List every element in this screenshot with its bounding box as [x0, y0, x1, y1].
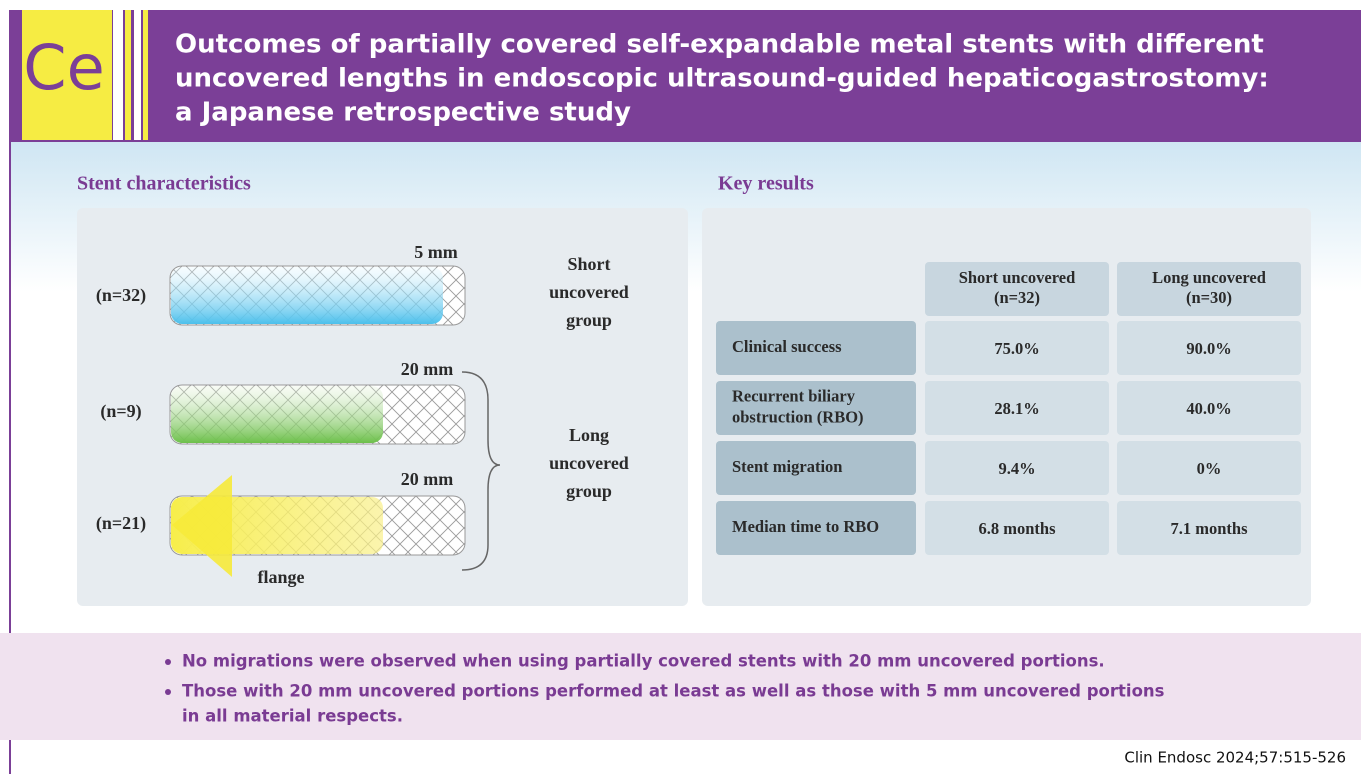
logo-stripe: [134, 10, 141, 140]
row-label: Clinical success: [732, 337, 842, 356]
group-label: uncovered: [549, 453, 629, 473]
group-label: Short: [567, 254, 610, 274]
stent-cover: [171, 267, 443, 324]
value: 75.0%: [994, 339, 1039, 358]
length-label: 20 mm: [401, 359, 454, 379]
row-label: Recurrent biliary: [732, 386, 856, 405]
value: 90.0%: [1186, 339, 1231, 358]
page: {"header": {"logo": "Ce", "title_lines":…: [0, 0, 1361, 774]
logo-stripe: [143, 10, 148, 140]
column-n: (n=30): [1186, 288, 1232, 307]
column-n: (n=32): [994, 288, 1040, 307]
group-label: Long: [569, 425, 609, 445]
value: 28.1%: [994, 399, 1039, 418]
stent-cover: [171, 386, 383, 443]
section-title: Stent characteristics: [77, 173, 251, 195]
group-label: group: [566, 310, 612, 330]
logo: Ce: [23, 31, 104, 104]
flange-label: flange: [258, 567, 305, 587]
logo-stripe: [113, 10, 123, 140]
n-label: (n=21): [96, 513, 146, 534]
title-line: Outcomes of partially covered self-expan…: [175, 30, 1264, 60]
value: 6.8 months: [978, 519, 1056, 538]
value: 0%: [1197, 459, 1222, 478]
group-label: uncovered: [549, 282, 629, 302]
bullet-text: No migrations were observed when using p…: [182, 652, 1105, 671]
abstract: Ce Outcomes of partially covered self-ex…: [0, 0, 1361, 774]
bullet-text: in all material respects.: [182, 707, 403, 726]
length-label: 5 mm: [414, 242, 458, 262]
n-label: (n=9): [100, 401, 141, 422]
section-title: Key results: [718, 173, 814, 195]
title-line: uncovered lengths in endoscopic ultrasou…: [175, 64, 1269, 94]
value: 40.0%: [1186, 399, 1231, 418]
length-label: 20 mm: [401, 469, 454, 489]
column-name: Long uncovered: [1152, 268, 1266, 287]
row-label: Median time to RBO: [732, 517, 879, 536]
citation: Clin Endosc 2024;57:515-526: [1124, 749, 1346, 767]
bullet-text: Those with 20 mm uncovered portions perf…: [182, 682, 1165, 701]
bullet-dot: [165, 689, 171, 695]
value: 7.1 months: [1170, 519, 1248, 538]
value: 9.4%: [998, 459, 1035, 478]
row-label: Stent migration: [732, 457, 842, 476]
title-line: a Japanese retrospective study: [175, 98, 631, 128]
row-label: obstruction (RBO): [732, 407, 864, 426]
n-label: (n=32): [96, 285, 146, 306]
group-label: group: [566, 481, 612, 501]
column-name: Short uncovered: [959, 268, 1076, 287]
bullet-dot: [165, 659, 171, 665]
logo-stripe: [125, 10, 131, 140]
